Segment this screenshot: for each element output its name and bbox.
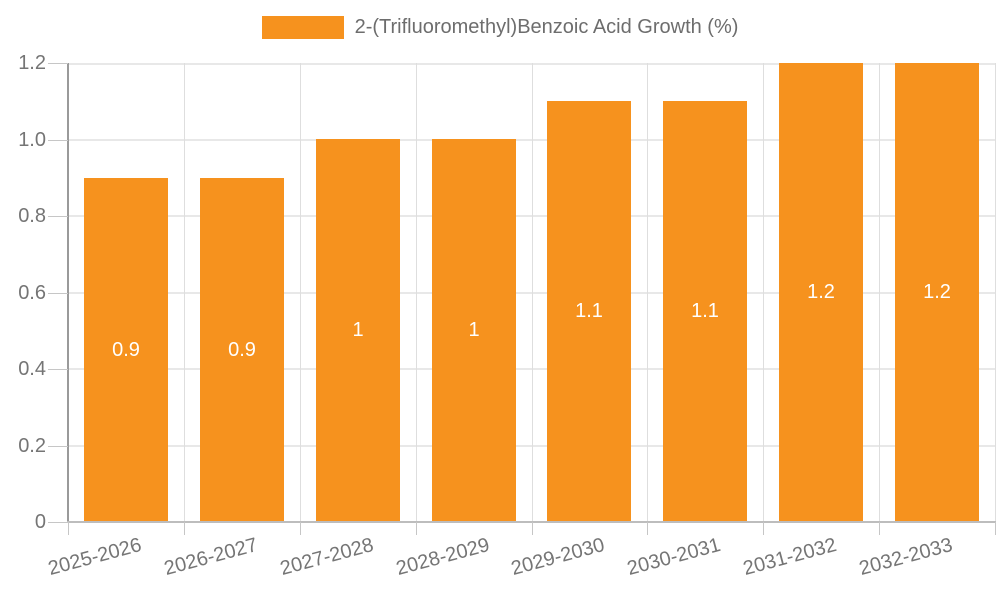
- x-tick: [300, 522, 301, 535]
- x-gridline: [879, 63, 880, 522]
- x-axis-label: 2026-2027: [161, 533, 260, 580]
- x-tick: [184, 522, 185, 535]
- bar-value-label: 1.1: [575, 300, 603, 322]
- x-axis-label: 2031-2032: [741, 533, 840, 580]
- x-axis-label: 2030-2031: [625, 533, 724, 580]
- y-axis-label: 0: [34, 511, 46, 533]
- x-axis-label: 2028-2029: [393, 533, 492, 580]
- y-tick: [48, 522, 68, 523]
- bar[interactable]: 0.9: [84, 178, 168, 522]
- x-tick: [763, 522, 764, 535]
- y-axis-label: 0.4: [18, 358, 46, 380]
- y-tick: [48, 216, 68, 217]
- y-axis-label: 0.6: [18, 282, 46, 304]
- y-axis-line: [67, 63, 69, 522]
- x-gridline: [763, 63, 764, 522]
- y-axis-label: 1.2: [18, 52, 46, 74]
- legend-label: 2-(Trifluoromethyl)Benzoic Acid Growth (…: [354, 16, 739, 38]
- y-gridline: [68, 63, 995, 65]
- bar[interactable]: 1.1: [663, 101, 747, 522]
- x-tick: [995, 522, 996, 535]
- x-axis-line: [67, 521, 996, 523]
- x-tick: [879, 522, 880, 535]
- y-axis-label: 0.2: [18, 435, 46, 457]
- y-tick: [48, 369, 68, 370]
- x-axis-label: 2025-2026: [45, 533, 144, 580]
- bar[interactable]: 1.2: [895, 63, 979, 522]
- bar[interactable]: 1.1: [547, 101, 631, 522]
- x-gridline: [416, 63, 417, 522]
- y-gridline: [68, 215, 995, 217]
- y-gridline: [68, 139, 995, 141]
- x-gridline: [995, 63, 996, 522]
- y-tick: [48, 446, 68, 447]
- y-tick: [48, 63, 68, 64]
- y-gridline: [68, 292, 995, 294]
- x-gridline: [647, 63, 648, 522]
- bar[interactable]: 1.2: [779, 63, 863, 522]
- bar[interactable]: 0.9: [200, 178, 284, 522]
- x-axis-label: 2029-2030: [509, 533, 608, 580]
- y-axis-label: 1.0: [18, 129, 46, 151]
- x-axis-label: 2027-2028: [277, 533, 376, 580]
- x-gridline: [184, 63, 185, 522]
- y-tick: [48, 293, 68, 294]
- bar-value-label: 1: [352, 319, 364, 341]
- x-tick: [68, 522, 69, 535]
- y-gridline: [68, 368, 995, 370]
- plot-area: 0.9 0.9 1 1 1.1 1.1 1.2 1.2: [68, 63, 996, 522]
- x-gridline: [532, 63, 533, 522]
- y-axis-label: 0.8: [18, 205, 46, 227]
- bar-value-label: 1.2: [923, 281, 951, 303]
- bar-value-label: 0.9: [112, 338, 140, 361]
- x-axis-label: 2032-2033: [856, 533, 956, 580]
- x-tick: [647, 522, 648, 535]
- bar-value-label: 1.1: [691, 300, 719, 322]
- y-gridline: [68, 445, 995, 447]
- bar-value-label: 0.9: [228, 338, 256, 361]
- bar[interactable]: 1: [432, 139, 516, 522]
- bar-value-label: 1: [468, 319, 480, 341]
- y-tick: [48, 140, 68, 141]
- x-tick: [532, 522, 533, 535]
- legend-swatch: [261, 16, 344, 39]
- x-tick: [416, 522, 417, 535]
- bar[interactable]: 1: [316, 139, 400, 522]
- x-gridline: [300, 63, 301, 522]
- legend[interactable]: 2-(Trifluoromethyl)Benzoic Acid Growth (…: [0, 16, 1000, 39]
- bar-value-label: 1.2: [807, 281, 835, 303]
